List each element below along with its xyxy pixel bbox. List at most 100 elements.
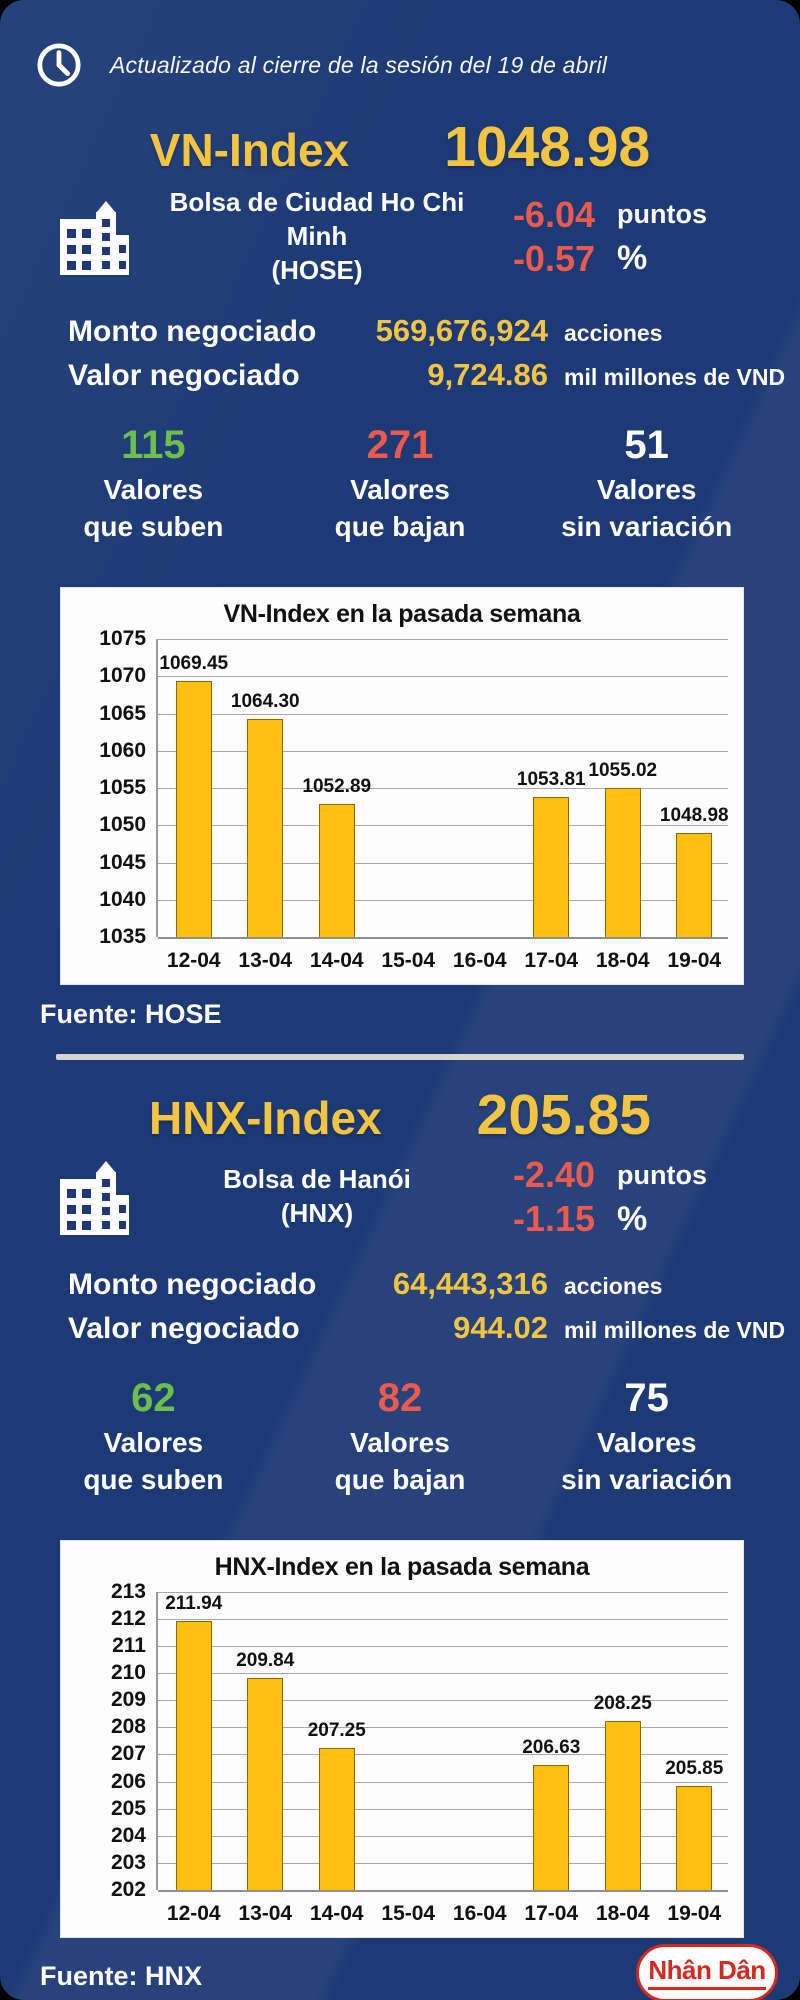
y-axis-tick: 208 bbox=[110, 1715, 146, 1739]
value-value: 944.02 bbox=[453, 1310, 548, 1346]
gridline bbox=[158, 1808, 728, 1810]
gridline bbox=[158, 1727, 728, 1729]
exchange-name: Bolsa de Ciudad Ho Chi Minh (HOSE) bbox=[144, 186, 490, 287]
y-axis-tick: 204 bbox=[110, 1823, 146, 1847]
chart-title: HNX-Index en la pasada semana bbox=[214, 1552, 590, 1581]
update-text: Actualizado al cierre de la sesión del 1… bbox=[110, 51, 608, 78]
chart-bar bbox=[604, 788, 641, 938]
footer: Fuente: HNX Nhân Dân bbox=[0, 1938, 800, 2000]
chart-bar bbox=[676, 1785, 713, 1890]
chart-bar bbox=[604, 1720, 641, 1890]
bar-value-label: 208.25 bbox=[593, 1692, 652, 1714]
gridline bbox=[158, 937, 728, 940]
y-axis-tick: 207 bbox=[110, 1742, 146, 1766]
chart-plot-area: 1035 1040 1045 1050 1055 1060 1065 1070 1075 12-0… bbox=[99, 627, 729, 972]
advancers-label: Valores bbox=[103, 474, 204, 506]
gridline bbox=[158, 899, 728, 901]
x-axis-tick: 19-04 bbox=[667, 949, 722, 973]
exchange-name-line1: Bolsa de Ciudad Ho Chi Minh bbox=[169, 187, 465, 251]
change-points: -2.40 bbox=[512, 1154, 595, 1196]
x-axis-tick: 17-04 bbox=[524, 949, 579, 973]
percent-unit: % bbox=[617, 239, 648, 278]
value-unit: mil millones de VND bbox=[564, 364, 786, 391]
unchanged-count: 75 bbox=[624, 1376, 669, 1421]
chart-bar bbox=[175, 680, 212, 938]
y-axis-tick: 1070 bbox=[99, 664, 146, 688]
y-axis-tick: 209 bbox=[110, 1688, 146, 1712]
index-change: -6.04 puntos -0.57 % bbox=[490, 194, 745, 280]
volume-value: 64,443,316 bbox=[392, 1266, 548, 1302]
chart-bar bbox=[247, 718, 284, 938]
decliners-stat: 271 Valores que bajan bbox=[277, 423, 524, 545]
gridline bbox=[158, 862, 728, 864]
y-axis-tick: 213 bbox=[110, 1579, 146, 1603]
advancers-stat: 115 Valores que suben bbox=[30, 423, 277, 545]
x-axis-tick: 16-04 bbox=[452, 949, 507, 973]
decliners-count: 82 bbox=[377, 1376, 423, 1421]
x-axis-tick: 15-04 bbox=[381, 949, 436, 973]
clock-icon bbox=[37, 43, 81, 87]
exchange-name-line1: Bolsa de Hanói bbox=[223, 1164, 411, 1195]
bar-value-label: 205.85 bbox=[665, 1757, 724, 1779]
gridline bbox=[158, 1889, 728, 1892]
bar-value-label: 1048.98 bbox=[659, 805, 729, 827]
building-icon bbox=[60, 1161, 129, 1236]
index-value: 205.85 bbox=[476, 1083, 651, 1148]
logo-text: Nhân Dân bbox=[648, 1955, 766, 1991]
chart-bar bbox=[676, 833, 713, 938]
x-axis-tick: 14-04 bbox=[309, 949, 364, 973]
y-axis-tick: 206 bbox=[110, 1769, 146, 1793]
exchange-name-line2: (HNX) bbox=[280, 1198, 354, 1229]
x-axis-tick: 13-04 bbox=[238, 1901, 293, 1925]
gridline bbox=[158, 1862, 728, 1864]
y-axis-tick: 205 bbox=[110, 1796, 146, 1820]
unchanged-count: 51 bbox=[624, 423, 669, 468]
breadth-stats: 115 Valores que suben 271 Valores que ba… bbox=[0, 423, 800, 545]
decliners-label: Valores bbox=[350, 474, 450, 506]
unchanged-stat: 75 Valores sin variación bbox=[523, 1376, 770, 1498]
bar-value-label: 207.25 bbox=[307, 1719, 366, 1741]
gridline bbox=[158, 1754, 728, 1756]
bar-value-label: 206.63 bbox=[522, 1736, 581, 1758]
value-value: 9,724.86 bbox=[427, 357, 548, 393]
percent-unit: % bbox=[617, 1199, 648, 1238]
y-axis-tick: 1040 bbox=[99, 887, 146, 911]
y-axis-tick: 211 bbox=[112, 1634, 146, 1658]
chart-bar bbox=[175, 1620, 212, 1890]
section-vn-index: VN-Index 1048.98 Bolsa de Ciudad Ho C bbox=[0, 114, 800, 1030]
gridline bbox=[158, 825, 728, 827]
points-unit: puntos bbox=[617, 1159, 707, 1190]
index-change: -2.40 puntos -1.15 % bbox=[490, 1154, 745, 1240]
advancers-label2: que suben bbox=[83, 510, 224, 542]
nhan-dan-logo: Nhân Dân bbox=[636, 1943, 778, 2000]
bar-value-label: 211.94 bbox=[165, 1592, 223, 1614]
x-axis-tick: 13-04 bbox=[238, 949, 293, 973]
y-axis-tick: 1035 bbox=[99, 925, 146, 949]
x-axis-tick: 17-04 bbox=[524, 1901, 579, 1925]
gridline bbox=[158, 713, 728, 715]
gridline bbox=[158, 639, 728, 641]
gridline bbox=[158, 1673, 728, 1675]
gridline bbox=[158, 1619, 728, 1621]
bar-value-label: 1053.81 bbox=[516, 769, 586, 791]
bar-value-label: 1064.30 bbox=[230, 690, 300, 712]
value-label: Valor negociado bbox=[68, 1312, 300, 1346]
volume-unit: acciones bbox=[564, 1273, 663, 1300]
volume-value: 569,676,924 bbox=[375, 313, 548, 349]
change-points: -6.04 bbox=[512, 193, 595, 235]
bar-value-label: 209.84 bbox=[236, 1649, 295, 1671]
section-divider bbox=[56, 1054, 744, 1061]
chart-bar bbox=[318, 1747, 355, 1890]
unchanged-label2: sin variación bbox=[561, 510, 733, 542]
volume-unit: acciones bbox=[564, 320, 663, 347]
bar-value-label: 1052.89 bbox=[302, 775, 372, 797]
gridline bbox=[158, 1700, 728, 1702]
x-axis-tick: 18-04 bbox=[595, 949, 650, 973]
decliners-count: 271 bbox=[366, 423, 434, 468]
y-axis-tick: 210 bbox=[110, 1661, 146, 1685]
y-axis-tick: 1065 bbox=[99, 701, 146, 725]
chart-bar bbox=[318, 803, 355, 938]
advancers-count: 115 bbox=[121, 423, 186, 468]
x-axis-tick: 14-04 bbox=[309, 1901, 364, 1925]
chart-plot-area: 202 203 204 205 206 207 208 209 210 211 212 213 12-0… bbox=[111, 1580, 728, 1925]
